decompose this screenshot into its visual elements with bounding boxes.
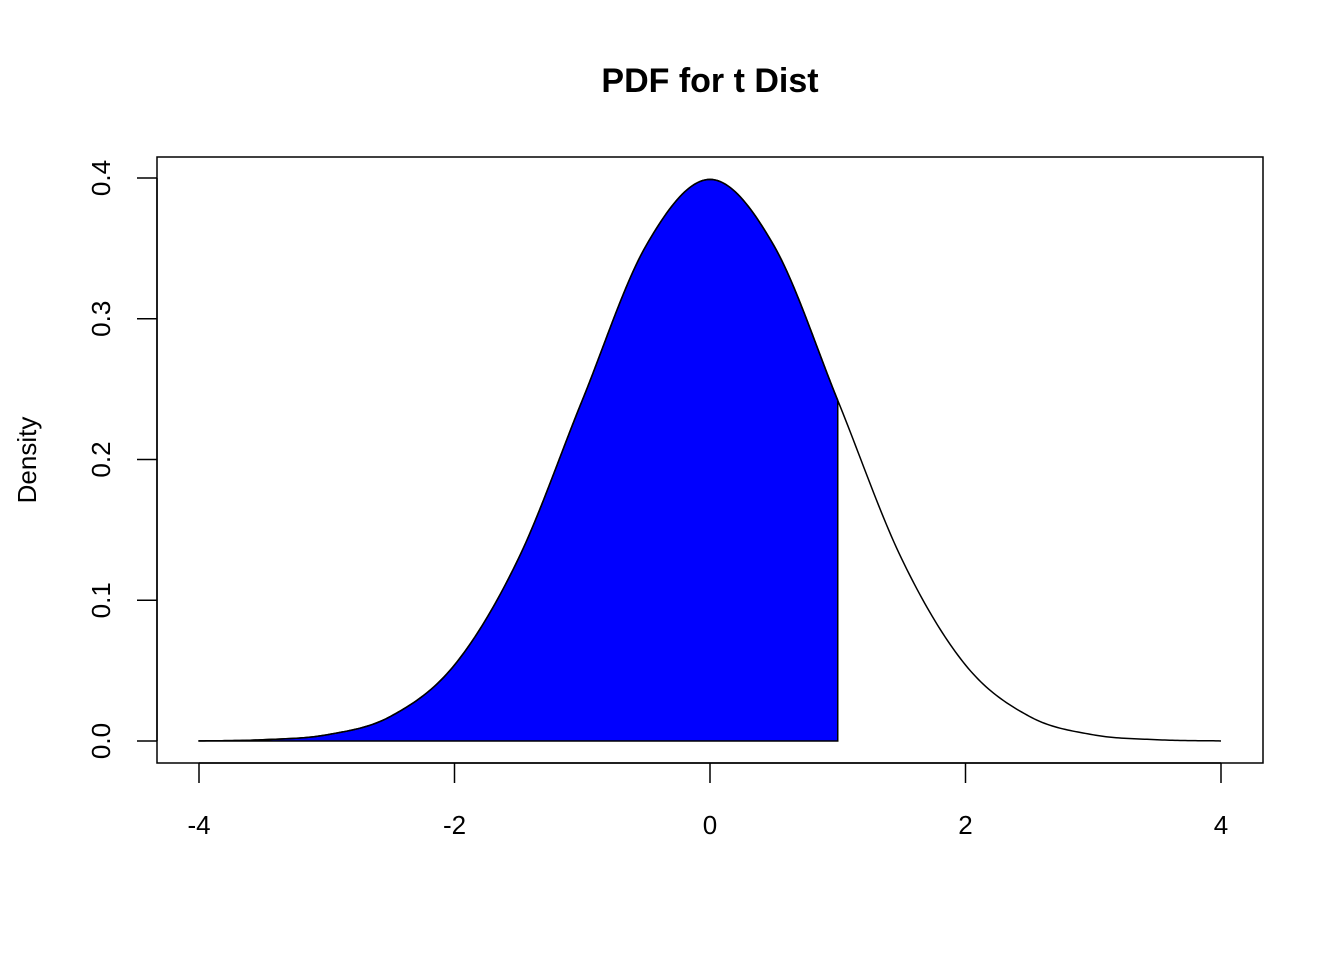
y-tick-label: 0.4 xyxy=(86,160,116,196)
x-tick-label: -4 xyxy=(187,810,210,840)
y-tick-label: 0.3 xyxy=(86,301,116,337)
x-axis: -4 -2 0 2 4 xyxy=(187,762,1228,840)
y-tick-label: 0.2 xyxy=(86,441,116,477)
chart-title: PDF for t Dist xyxy=(601,62,818,100)
x-tick-label: 0 xyxy=(703,810,717,840)
shaded-area xyxy=(198,178,839,742)
x-tick-label: 4 xyxy=(1214,810,1228,840)
y-tick-label: 0.0 xyxy=(86,723,116,759)
x-tick-label: 2 xyxy=(958,810,972,840)
density-curve xyxy=(198,178,1222,742)
y-tick-label: 0.1 xyxy=(86,582,116,618)
x-tick-label: -2 xyxy=(443,810,466,840)
y-axis: 0.0 0.1 0.2 0.3 0.4 xyxy=(86,160,158,759)
y-axis-label: Density xyxy=(12,417,42,504)
